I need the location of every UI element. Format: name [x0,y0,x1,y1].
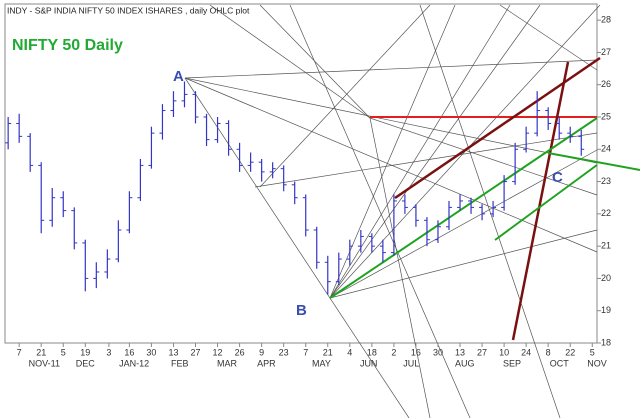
trend-line [499,4,598,71]
month-label: DEC [76,358,96,368]
y-tick-label: 25 [601,111,611,121]
x-tick-label: 8 [546,347,551,357]
x-tick-label: 12 [213,347,223,357]
month-label: FEB [171,358,189,368]
x-tick-label: 5 [61,347,66,357]
trend-line [184,77,598,253]
month-label: SEP [503,358,521,368]
y-tick-label: 23 [601,176,611,186]
month-label: MAY [312,358,331,368]
y-tick-label: 27 [601,47,611,57]
y-tick-label: 22 [601,208,611,218]
point-label: A [173,68,184,85]
trend-line [329,4,511,299]
trend-lines [184,4,640,418]
trend-line [329,4,456,299]
trend-line [184,59,598,79]
point-label: B [296,302,307,319]
month-label: OCT [550,358,570,368]
trend-line [369,117,431,418]
trend-line [289,4,471,418]
month-label: NOV-11 [29,358,60,368]
x-tick-label: 21 [323,347,333,357]
x-tick-label: 19 [80,347,90,357]
y-tick-label: 19 [601,305,611,315]
trend-line [209,4,371,119]
trend-line [329,117,598,299]
trend-line [184,77,410,418]
month-label: APR [257,358,276,368]
x-tick-label: 2 [391,347,396,357]
trend-line [254,132,598,188]
month-label: MAR [217,358,238,368]
x-tick-label: 5 [590,347,595,357]
x-tick-label: 30 [433,347,443,357]
x-tick-label: 3 [106,347,111,357]
x-tick-label: 10 [499,347,509,357]
x-tick-label: 23 [279,347,289,357]
trend-line [419,4,561,418]
month-label: JUL [403,358,419,368]
point-label: C [552,169,563,186]
chart-subtitle: NIFTY 50 Daily [12,37,123,54]
x-tick-label: 16 [124,347,134,357]
y-tick-label: 28 [601,15,611,25]
trend-line [511,61,570,341]
month-label: NOV [587,358,607,368]
trend-line [184,77,598,164]
x-tick-label: 21 [36,347,46,357]
x-tick-label: 4 [347,347,352,357]
month-label: JUN [360,358,378,368]
x-tick-label: 7 [303,347,308,357]
month-label: AUG [455,358,475,368]
trend-line [369,117,598,196]
x-tick-label: 7 [17,347,22,357]
y-tick-label: 18 [601,337,611,347]
trend-line [494,164,598,241]
chart-title: INDY - S&P INDIA NIFTY 50 INDEX ISHARES … [7,5,250,15]
trend-line [329,149,598,299]
x-tick-label: 26 [235,347,245,357]
x-tick-label: 24 [521,347,531,357]
trend-line [547,152,640,171]
trend-line [329,229,598,299]
plot-frame [4,3,598,344]
y-tick-label: 20 [601,273,611,283]
trend-line [259,4,431,188]
x-tick-label: 13 [168,347,178,357]
x-tick-label: 27 [477,347,487,357]
x-tick-label: 27 [191,347,201,357]
x-tick-label: 13 [455,347,465,357]
trend-line [329,4,541,299]
y-tick-label: 24 [601,144,611,154]
x-tick-label: 22 [565,347,575,357]
y-tick-label: 26 [601,79,611,89]
x-tick-label: 9 [259,347,264,357]
x-tick-label: 16 [411,347,421,357]
month-label: JAN-12 [119,358,149,368]
y-tick-label: 21 [601,241,611,251]
price-bars [5,81,585,295]
x-tick-label: 18 [367,347,377,357]
x-tick-label: 30 [146,347,156,357]
trend-line [394,56,601,200]
